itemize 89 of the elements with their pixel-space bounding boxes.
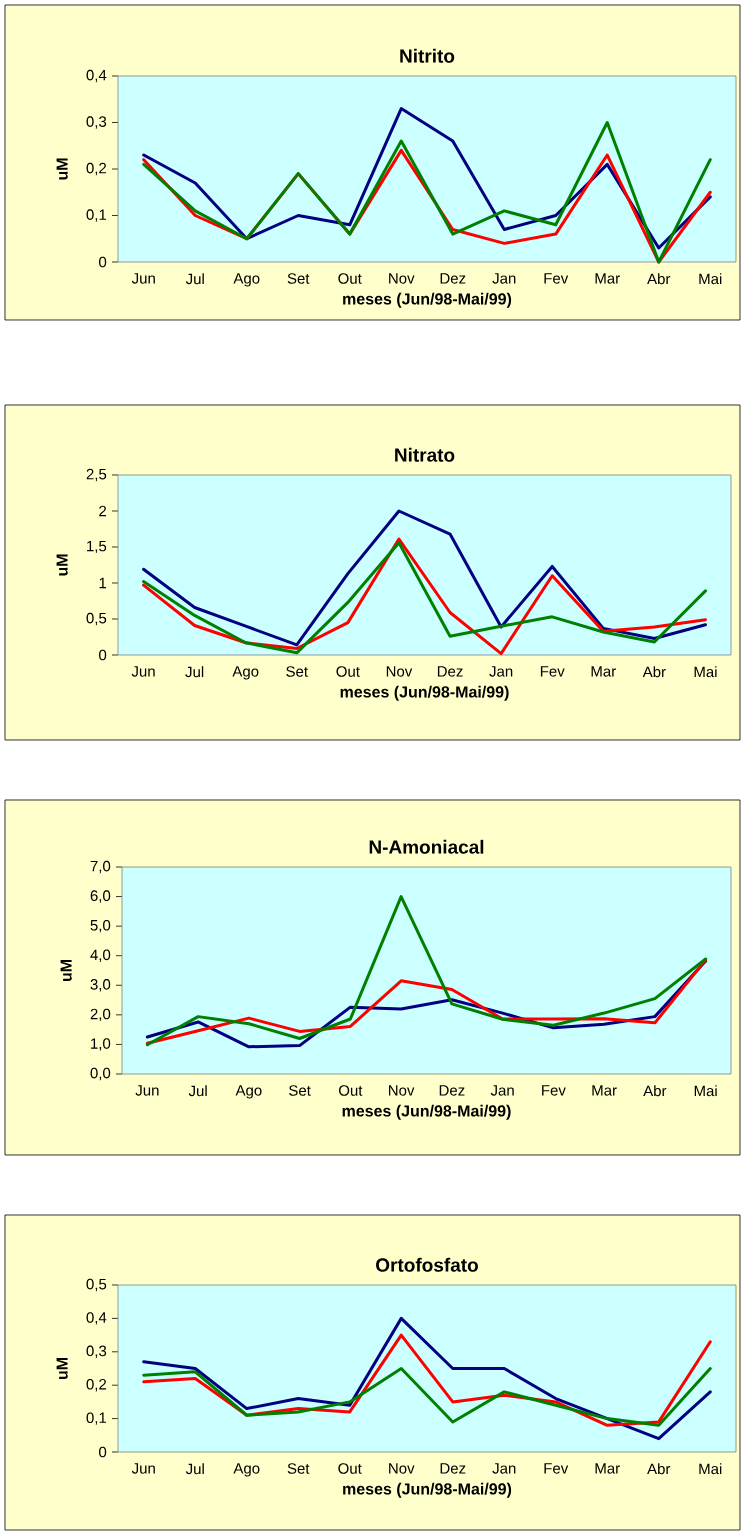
chart-title: Nitrato xyxy=(395,447,455,462)
x-tick-label: Fev xyxy=(542,1085,566,1096)
y-tick-label: 3,0 xyxy=(90,979,111,992)
x-tick-label: Ago xyxy=(233,1463,260,1477)
y-axis-title: uM xyxy=(56,554,68,576)
y-tick-label: 0,4 xyxy=(86,69,107,83)
y-tick-label: 0,3 xyxy=(86,116,107,129)
x-tick-label: Jan xyxy=(489,666,513,677)
x-tick-label: Jun xyxy=(131,1463,155,1474)
x-tick-label: Jun xyxy=(131,666,155,677)
x-tick-label: Nov xyxy=(386,666,413,677)
y-tick-label: 6,0 xyxy=(90,890,111,903)
x-tick-label: Ago xyxy=(232,666,259,680)
x-tick-label: Jul xyxy=(188,1085,207,1097)
x-axis-title: meses (Jun/98-Mai/99) xyxy=(343,1482,512,1498)
x-tick-label: Mar xyxy=(595,273,620,284)
x-tick-label: Nov xyxy=(389,1085,415,1096)
x-tick-label: Ago xyxy=(233,273,260,287)
y-axis-title: uM xyxy=(60,960,72,982)
x-tick-label: Fev xyxy=(544,273,569,284)
x-axis-title: meses (Jun/98-Mai/99) xyxy=(342,1104,511,1120)
y-tick-label: 0,2 xyxy=(86,162,107,176)
x-tick-label: Jun xyxy=(135,1085,159,1096)
x-tick-label: Jan xyxy=(492,1463,516,1474)
x-tick-label: Jul xyxy=(185,666,204,678)
x-tick-label: Fev xyxy=(544,1463,569,1474)
x-tick-label: Jun xyxy=(131,273,155,284)
x-tick-label: Set xyxy=(287,1463,310,1474)
line-series xyxy=(142,1366,712,1427)
y-tick-label: 0,2 xyxy=(86,1378,107,1392)
y-tick-label: 0,1 xyxy=(86,1412,107,1425)
x-tick-label: Set xyxy=(287,273,310,284)
y-axis-title: uM xyxy=(56,158,68,180)
y-tick-label: 0,1 xyxy=(86,209,107,222)
x-tick-label: Out xyxy=(338,1463,362,1474)
y-tick-label: 1 xyxy=(99,577,107,589)
x-tick-label: Mai xyxy=(694,1085,717,1097)
x-tick-label: Jan xyxy=(492,273,516,284)
y-tick-label: 2 xyxy=(99,505,107,517)
x-tick-label: Mar xyxy=(591,666,616,677)
x-tick-label: Mai xyxy=(694,666,717,678)
x-tick-label: Dez xyxy=(439,1085,465,1096)
y-tick-label: 1,0 xyxy=(91,1038,111,1051)
x-tick-label: Abr xyxy=(647,1463,671,1475)
x-axis-title: meses (Jun/98-Mai/99) xyxy=(343,292,512,308)
x-tick-label: Mar xyxy=(595,1463,620,1474)
x-tick-label: Dez xyxy=(440,1463,466,1474)
x-tick-label: Fev xyxy=(540,666,565,677)
x-tick-label: Dez xyxy=(440,273,466,284)
y-tick-label: 0 xyxy=(99,1446,107,1458)
y-tick-label: 0 xyxy=(99,649,107,661)
y-tick-label: 0,3 xyxy=(86,1345,107,1358)
x-tick-label: Mai xyxy=(699,1463,722,1475)
y-tick-label: 0,5 xyxy=(86,612,107,626)
x-tick-label: Out xyxy=(338,1085,363,1096)
y-tick-label: 0,4 xyxy=(86,1312,107,1325)
x-tick-label: Out xyxy=(336,666,360,677)
chart-title: N-Amoniacal xyxy=(369,839,484,854)
y-tick-label: 1,5 xyxy=(87,540,107,554)
x-tick-label: Out xyxy=(338,273,362,284)
y-tick-label: 0 xyxy=(99,256,107,268)
x-tick-label: Set xyxy=(289,1085,311,1096)
y-tick-label: 0,0 xyxy=(90,1067,111,1081)
chart-title: Ortofosfato xyxy=(376,1257,478,1272)
chart-title: Nitrito xyxy=(400,48,455,63)
x-tick-label: Mai xyxy=(699,273,722,285)
y-tick-label: 0,5 xyxy=(86,1278,107,1292)
y-tick-label: 4,0 xyxy=(90,949,111,962)
x-tick-label: Jul xyxy=(185,1463,204,1475)
x-tick-label: Abr xyxy=(647,273,671,285)
line-series xyxy=(142,121,712,264)
y-tick-label: 2,0 xyxy=(90,1008,111,1022)
y-axis-title: uM xyxy=(56,1358,68,1380)
x-tick-label: Abr xyxy=(642,666,666,678)
x-tick-label: Jul xyxy=(185,273,204,285)
x-axis-title: meses (Jun/98-Mai/99) xyxy=(340,685,509,701)
x-tick-label: Ago xyxy=(235,1085,262,1099)
x-tick-label: Nov xyxy=(389,273,415,284)
y-tick-label: 2,5 xyxy=(86,468,107,482)
x-tick-label: Jan xyxy=(490,1085,514,1096)
line-series xyxy=(142,509,707,647)
line-series xyxy=(145,895,708,1047)
x-tick-label: Nov xyxy=(389,1463,415,1474)
y-tick-label: 7,0 xyxy=(90,860,111,874)
x-tick-label: Set xyxy=(286,666,308,677)
y-tick-label: 5,0 xyxy=(90,919,111,933)
x-tick-label: Dez xyxy=(437,666,463,677)
x-tick-label: Abr xyxy=(643,1085,667,1097)
x-tick-label: Mar xyxy=(592,1085,617,1096)
